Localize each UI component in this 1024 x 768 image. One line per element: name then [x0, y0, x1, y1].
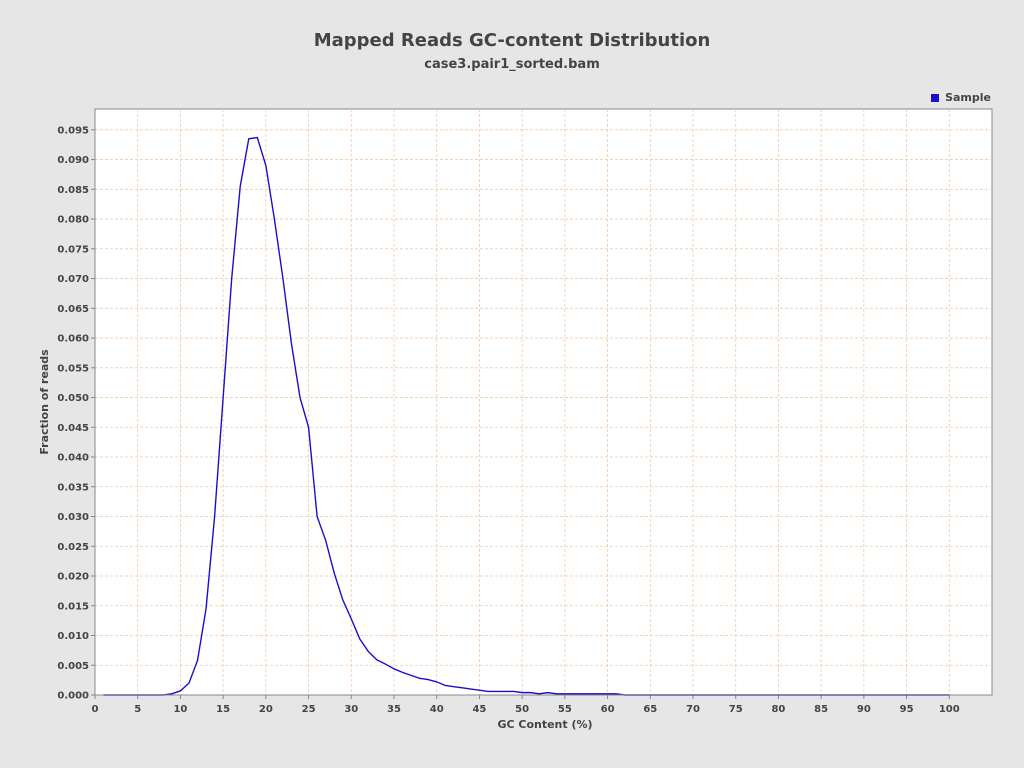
- x-tick-label: 65: [643, 704, 657, 715]
- x-tick-label: 90: [857, 704, 871, 715]
- x-tick-label: 55: [558, 704, 572, 715]
- y-tick-label: 0.045: [57, 423, 89, 434]
- y-tick-label: 0.090: [57, 155, 89, 166]
- y-tick-label: 0.010: [57, 631, 89, 642]
- y-tick-label: 0.070: [57, 274, 89, 285]
- y-tick-label: 0.060: [57, 334, 89, 345]
- y-tick-label: 0.005: [57, 661, 89, 672]
- legend: Sample: [931, 91, 991, 104]
- y-axis-ticks: 0.000 0.005 0.010 0.015 0.020 0.025 0.030 0.035…: [57, 125, 95, 702]
- y-tick-label: 0.075: [57, 244, 89, 255]
- y-tick-label: 0.065: [57, 304, 89, 315]
- y-tick-label: 0.030: [57, 512, 89, 523]
- chart-subtitle: case3.pair1_sorted.bam: [424, 57, 600, 72]
- x-tick-label: 20: [259, 704, 273, 715]
- y-tick-label: 0.050: [57, 393, 89, 404]
- x-tick-label: 85: [814, 704, 828, 715]
- x-tick-label: 75: [729, 704, 743, 715]
- y-tick-label: 0.055: [57, 363, 89, 374]
- x-axis-label: GC Content (%): [497, 718, 592, 731]
- x-tick-label: 70: [686, 704, 700, 715]
- legend-label-sample: Sample: [945, 91, 991, 104]
- y-tick-label: 0.095: [57, 125, 89, 136]
- x-tick-label: 50: [515, 704, 529, 715]
- x-tick-label: 15: [216, 704, 230, 715]
- x-tick-label: 35: [387, 704, 401, 715]
- y-axis-label: Fraction of reads: [38, 349, 51, 455]
- x-tick-label: 60: [601, 704, 615, 715]
- x-tick-label: 45: [472, 704, 486, 715]
- x-tick-label: 40: [430, 704, 444, 715]
- y-tick-label: 0.000: [57, 691, 89, 702]
- legend-swatch-sample: [931, 93, 940, 102]
- x-tick-label: 100: [939, 704, 960, 715]
- y-tick-label: 0.035: [57, 482, 89, 493]
- x-tick-label: 80: [771, 704, 785, 715]
- x-axis-ticks: 0 5 10 15 20 25 30 35 40 45 50 55 60 65 70 75 80 85 90 95 10…: [92, 695, 960, 715]
- chart-title: Mapped Reads GC-content Distribution: [313, 30, 711, 51]
- y-tick-label: 0.025: [57, 542, 89, 553]
- y-tick-label: 0.040: [57, 453, 89, 464]
- x-tick-label: 25: [302, 704, 316, 715]
- y-tick-label: 0.080: [57, 215, 89, 226]
- x-tick-label: 0: [92, 704, 99, 715]
- plot-background: [94, 108, 993, 696]
- x-tick-label: 5: [134, 704, 141, 715]
- y-tick-label: 0.015: [57, 601, 89, 612]
- x-tick-label: 10: [173, 704, 187, 715]
- x-tick-label: 30: [344, 704, 358, 715]
- y-tick-label: 0.020: [57, 572, 89, 583]
- y-tick-label: 0.085: [57, 185, 89, 196]
- x-tick-label: 95: [900, 704, 914, 715]
- grid-lines: [95, 109, 992, 695]
